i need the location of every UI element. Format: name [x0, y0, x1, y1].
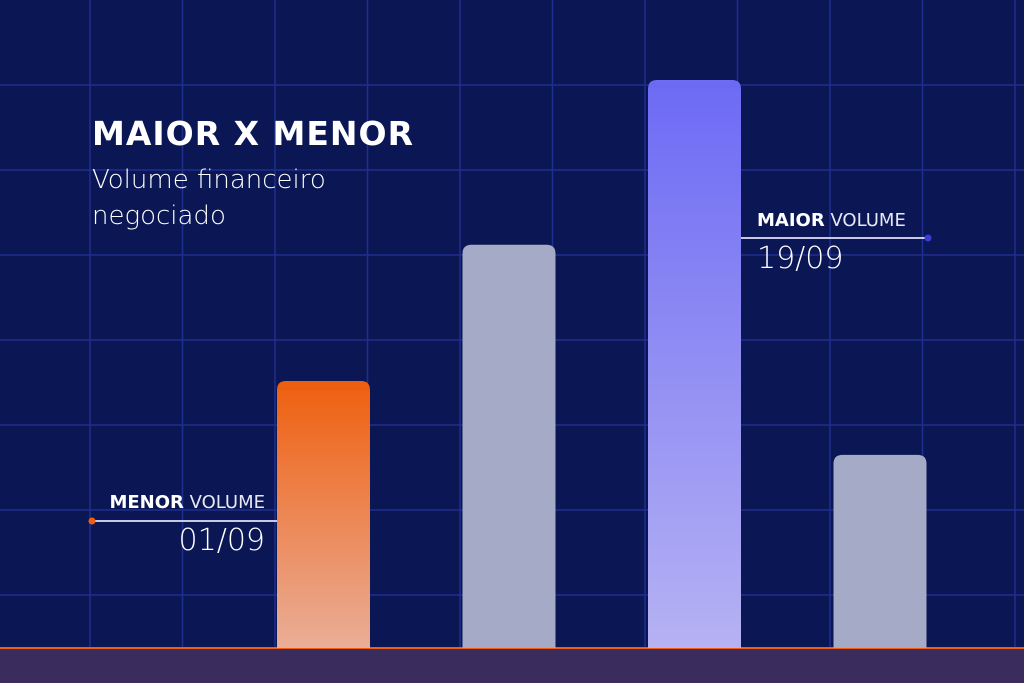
annotation-date: 01/09	[178, 523, 265, 558]
menor-dot	[88, 517, 96, 525]
annotation-label: MENOR VOLUME	[109, 492, 265, 513]
bar	[833, 454, 927, 648]
chart-subtitle: Volume financeiro negociado	[92, 165, 326, 231]
annotation-bold: MAIOR	[757, 210, 825, 231]
bars	[277, 80, 927, 648]
chart-title: MAIOR X MENOR	[92, 114, 415, 153]
annotation-menor: MENOR VOLUME 01/09	[109, 492, 265, 558]
annotation-label: MAIOR VOLUME	[757, 210, 906, 231]
bar	[648, 80, 741, 648]
annotation-bold: MENOR	[109, 492, 184, 513]
bar	[277, 381, 370, 648]
floor	[0, 648, 1024, 683]
annotation-date: 19/09	[757, 241, 844, 276]
annotation-text: VOLUME	[189, 492, 265, 513]
maior-dot	[924, 234, 932, 242]
annotation-lines	[88, 234, 932, 525]
annotation-maior: MAIOR VOLUME 19/09	[757, 210, 906, 276]
bar	[462, 244, 556, 648]
annotation-text: VOLUME	[830, 210, 906, 231]
